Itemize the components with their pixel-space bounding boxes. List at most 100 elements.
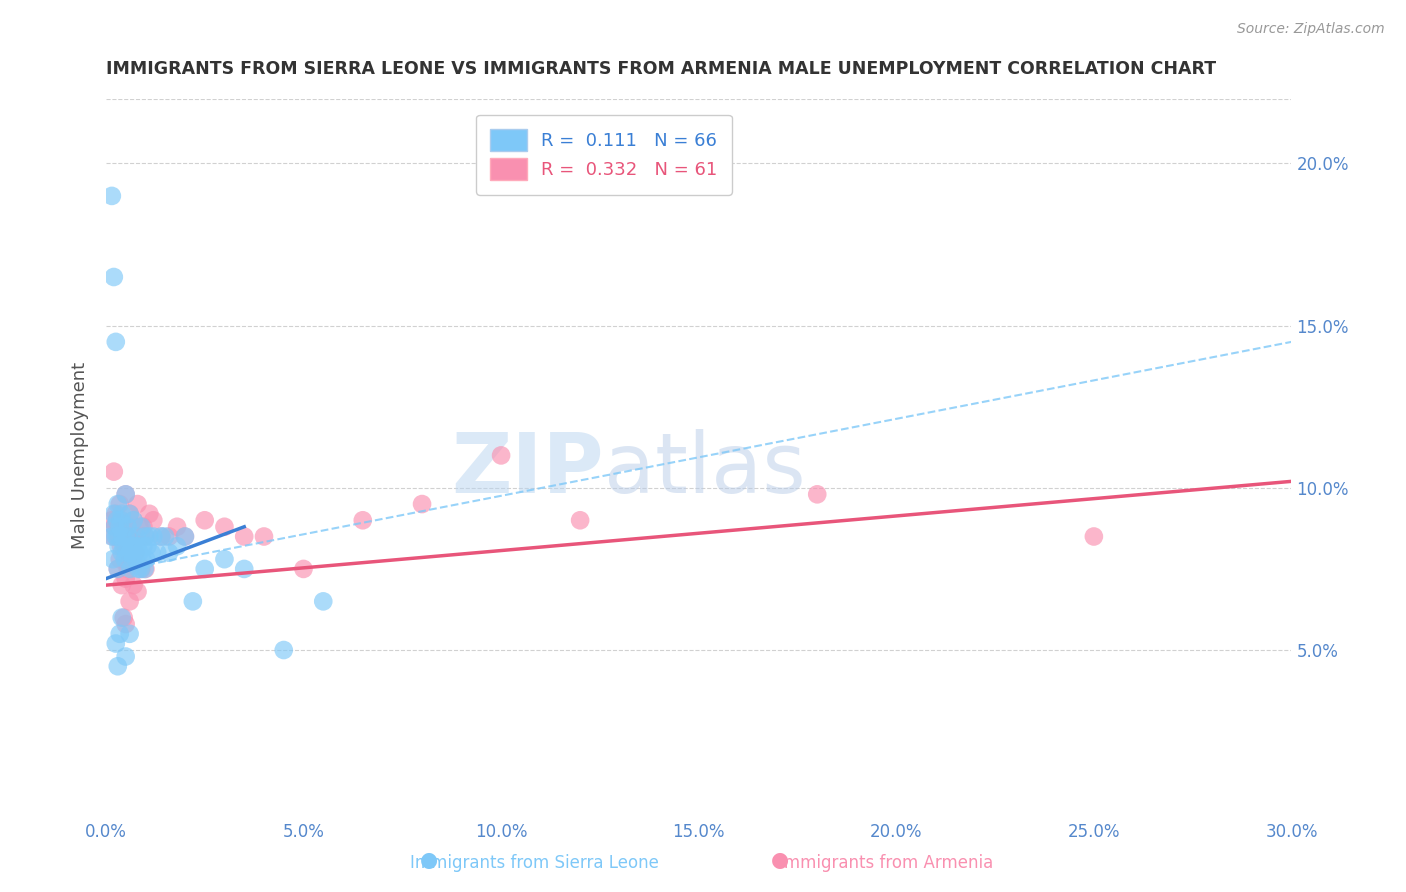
Point	[127, 562, 149, 576]
Point	[103, 507, 125, 521]
Point	[150, 529, 173, 543]
Point	[273, 643, 295, 657]
Point	[569, 513, 592, 527]
Point	[108, 552, 131, 566]
Point	[131, 529, 153, 543]
Point	[114, 487, 136, 501]
Point	[101, 189, 124, 203]
Point	[135, 552, 157, 566]
Point	[124, 552, 146, 566]
Point	[132, 539, 155, 553]
Point	[134, 529, 156, 543]
Text: Source: ZipAtlas.com: Source: ZipAtlas.com	[1237, 22, 1385, 37]
Point	[111, 578, 134, 592]
Point	[112, 539, 135, 553]
Text: ZIP: ZIP	[451, 429, 603, 510]
Point	[128, 520, 150, 534]
Point	[108, 627, 131, 641]
Point	[118, 552, 141, 566]
Point	[115, 546, 138, 560]
Point	[101, 529, 124, 543]
Point	[150, 529, 173, 543]
Point	[101, 513, 124, 527]
Point	[131, 552, 153, 566]
Point	[111, 520, 134, 534]
Point	[111, 513, 134, 527]
Point	[104, 529, 127, 543]
Point	[489, 449, 512, 463]
Point	[141, 546, 163, 560]
Point	[312, 594, 335, 608]
Point	[806, 487, 828, 501]
Point	[114, 487, 136, 501]
Point	[103, 270, 125, 285]
Point	[111, 610, 134, 624]
Point	[127, 497, 149, 511]
Point	[124, 546, 146, 560]
Point	[108, 497, 131, 511]
Point	[146, 546, 169, 560]
Point	[214, 552, 236, 566]
Legend: R =  0.111   N = 66, R =  0.332   N = 61: R = 0.111 N = 66, R = 0.332 N = 61	[477, 115, 731, 195]
Point	[101, 529, 124, 543]
Point	[292, 562, 315, 576]
Point	[121, 552, 143, 566]
Point	[121, 539, 143, 553]
Point	[122, 513, 145, 527]
Point	[214, 520, 236, 534]
Point	[114, 649, 136, 664]
Point	[131, 562, 153, 576]
Point	[125, 529, 148, 543]
Point	[118, 507, 141, 521]
Point	[117, 520, 139, 534]
Point	[114, 572, 136, 586]
Point	[134, 562, 156, 576]
Point	[120, 546, 142, 560]
Point	[132, 520, 155, 534]
Point	[174, 529, 197, 543]
Point	[138, 507, 160, 521]
Point	[107, 529, 129, 543]
Y-axis label: Male Unemployment: Male Unemployment	[72, 362, 89, 549]
Point	[194, 562, 217, 576]
Point	[110, 513, 132, 527]
Text: ●: ●	[772, 850, 789, 870]
Point	[107, 659, 129, 673]
Point	[107, 562, 129, 576]
Point	[411, 497, 433, 511]
Point	[136, 539, 159, 553]
Point	[112, 529, 135, 543]
Point	[127, 539, 149, 553]
Point	[157, 529, 180, 543]
Point	[111, 546, 134, 560]
Point	[118, 529, 141, 543]
Point	[181, 594, 204, 608]
Point	[108, 520, 131, 534]
Point	[105, 513, 128, 527]
Point	[166, 520, 188, 534]
Point	[233, 562, 256, 576]
Point	[114, 617, 136, 632]
Point	[105, 513, 128, 527]
Text: ●: ●	[420, 850, 437, 870]
Point	[194, 513, 217, 527]
Point	[157, 546, 180, 560]
Text: Immigrants from Sierra Leone: Immigrants from Sierra Leone	[409, 855, 659, 872]
Point	[125, 529, 148, 543]
Point	[103, 465, 125, 479]
Point	[117, 562, 139, 576]
Point	[118, 529, 141, 543]
Point	[107, 539, 129, 553]
Point	[253, 529, 276, 543]
Point	[107, 529, 129, 543]
Point	[124, 539, 146, 553]
Point	[104, 334, 127, 349]
Point	[112, 610, 135, 624]
Point	[124, 529, 146, 543]
Point	[233, 529, 256, 543]
Point	[138, 529, 160, 543]
Point	[127, 584, 149, 599]
Text: Immigrants from Armenia: Immigrants from Armenia	[779, 855, 993, 872]
Point	[134, 529, 156, 543]
Point	[1083, 529, 1105, 543]
